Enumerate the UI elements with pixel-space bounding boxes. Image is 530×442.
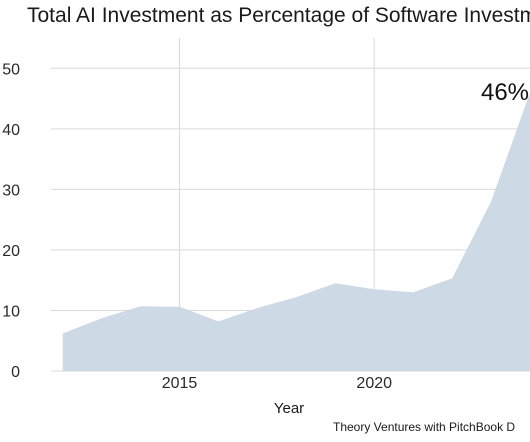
y-tick-label-0: 0: [11, 364, 20, 381]
y-tick-label-50: 50: [2, 61, 20, 78]
last-value-annotation: 46%: [481, 79, 529, 106]
source-credit: Theory Ventures with PitchBook D: [333, 420, 515, 434]
y-tick-label-10: 10: [2, 303, 20, 320]
x-tick-label-2020: 2020: [356, 375, 392, 392]
y-tick-label-30: 30: [2, 182, 20, 199]
chart-title: Total AI Investment as Percentage of Sof…: [27, 4, 530, 27]
x-tick-label-2015: 2015: [162, 375, 198, 392]
axis-ticks: 0 10 20 30 40 50 2015 2020: [2, 61, 392, 392]
area-series: [62, 92, 530, 371]
x-axis-label: Year: [274, 400, 304, 417]
y-tick-label-40: 40: [2, 122, 20, 139]
y-tick-label-20: 20: [2, 243, 20, 260]
